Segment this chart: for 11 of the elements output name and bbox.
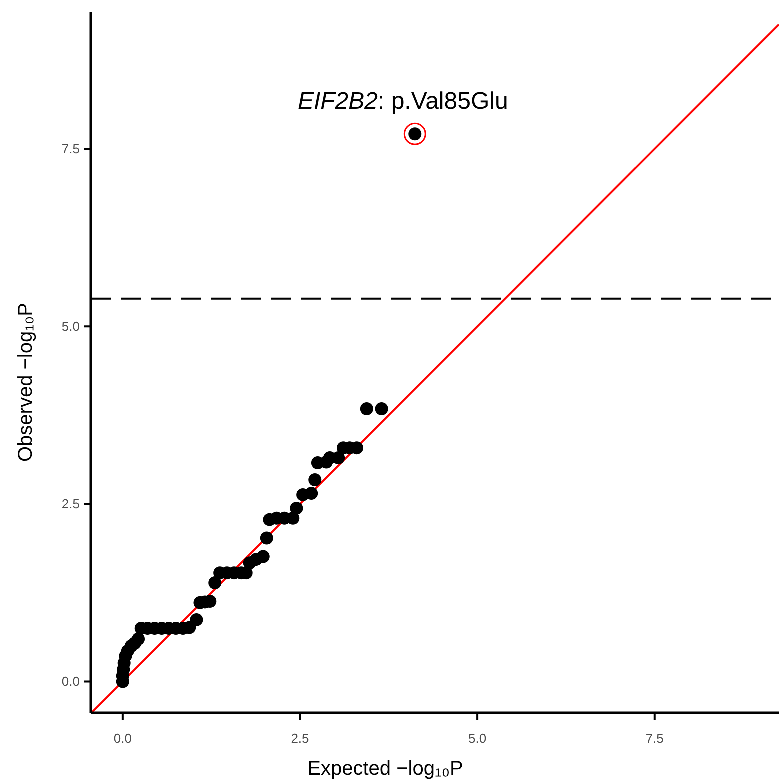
y-tick-label: 2.5 — [62, 496, 80, 512]
annotation: EIF2B2: p.Val85Glu — [298, 88, 508, 116]
x-tick-label: 5.0 — [468, 731, 487, 746]
x-tick-label: 0.0 — [114, 731, 132, 746]
x-tick-label: 7.5 — [646, 731, 664, 746]
y-tick-label: 5.0 — [62, 319, 80, 334]
y-axis-title: Observed −log₁₀P — [15, 302, 37, 462]
y-tick-label: 0.0 — [62, 674, 80, 690]
y-tick-label: 7.5 — [62, 142, 80, 157]
x-tick-label: 2.5 — [291, 731, 310, 746]
x-axis-title: Expected −log₁₀P — [308, 758, 464, 780]
